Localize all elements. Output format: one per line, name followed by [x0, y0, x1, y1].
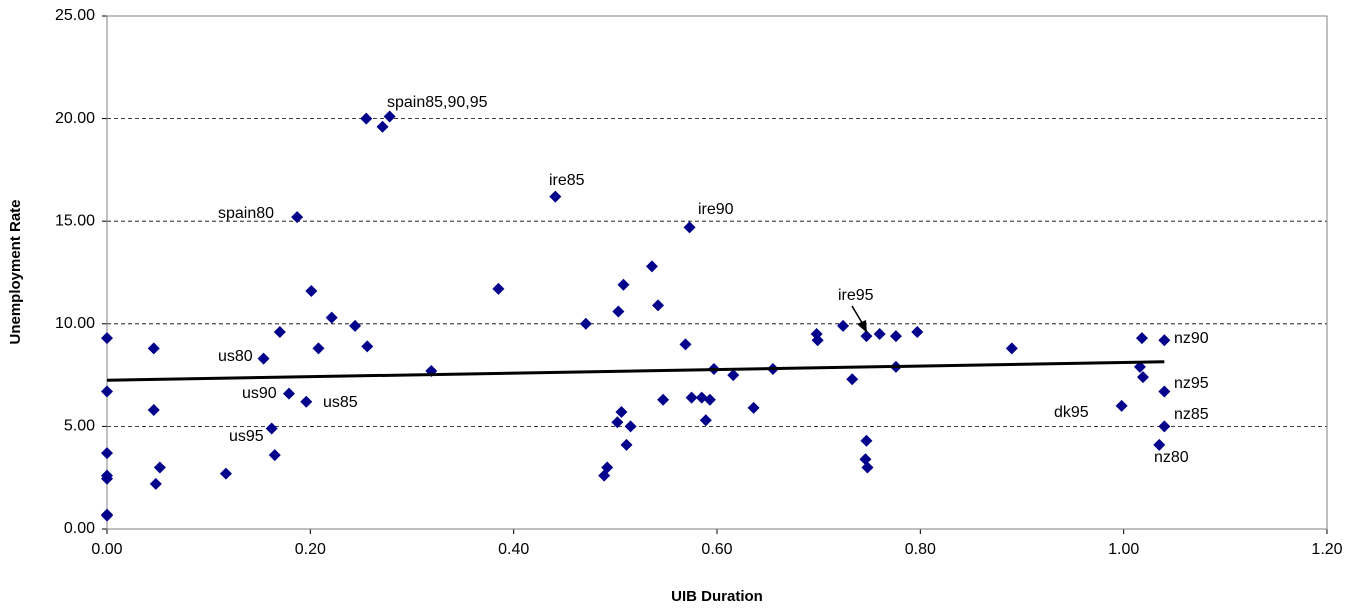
point	[268, 449, 281, 462]
point	[860, 434, 873, 447]
point	[601, 461, 614, 474]
point	[147, 403, 160, 416]
x-tick-label: 0.40	[498, 541, 529, 558]
point	[889, 330, 902, 343]
point	[837, 319, 850, 332]
annotation: spain80	[218, 205, 274, 222]
point	[811, 334, 824, 347]
point	[492, 282, 505, 295]
point	[846, 373, 859, 386]
point	[383, 110, 396, 123]
x-tick-label: 0.60	[701, 541, 732, 558]
point	[1135, 332, 1148, 345]
point	[325, 311, 338, 324]
y-tick-label: 5.00	[64, 418, 95, 435]
y-tick-label: 25.00	[55, 7, 95, 24]
point	[679, 338, 692, 351]
x-tick-label: 0.20	[295, 541, 326, 558]
point	[147, 342, 160, 355]
point	[361, 340, 374, 353]
plot-border	[106, 15, 1328, 530]
annotation: us95	[229, 428, 264, 445]
point	[699, 414, 712, 427]
annotation: nz90	[1174, 330, 1209, 347]
annotation: ire90	[698, 201, 734, 218]
annotation: nz95	[1174, 375, 1209, 392]
point	[620, 438, 633, 451]
point	[859, 453, 872, 466]
point	[611, 416, 624, 429]
annotation: spain85,90,95	[387, 94, 488, 111]
point	[219, 467, 232, 480]
point	[873, 328, 886, 341]
x-tick-label: 0.00	[91, 541, 122, 558]
point	[153, 461, 166, 474]
y-axis-title: Unemployment Rate	[7, 199, 24, 344]
point	[101, 472, 113, 485]
point	[1158, 334, 1171, 347]
point	[645, 260, 658, 273]
point	[657, 393, 670, 406]
point	[615, 406, 628, 419]
point	[300, 395, 313, 408]
point	[1005, 342, 1018, 355]
point	[312, 342, 325, 355]
point	[579, 317, 592, 330]
y-tick-label: 0.00	[64, 520, 95, 537]
point	[149, 477, 162, 490]
point	[1115, 399, 1128, 412]
annotation: us80	[218, 348, 253, 365]
point	[101, 332, 113, 345]
annotation: ire95	[838, 287, 874, 304]
point	[291, 211, 304, 224]
annotation: dk95	[1054, 404, 1089, 421]
point	[265, 422, 278, 435]
point	[349, 319, 362, 332]
annotation: nz80	[1154, 449, 1189, 466]
trend-line	[106, 360, 1165, 382]
point	[861, 461, 874, 474]
point	[257, 352, 270, 365]
point	[1158, 420, 1171, 433]
x-axis-title: UIB Duration	[671, 588, 763, 605]
point	[376, 120, 389, 133]
point	[617, 278, 630, 291]
x-tick-label: 1.20	[1311, 541, 1342, 558]
x-tick-label: 0.80	[905, 541, 936, 558]
point	[703, 393, 716, 406]
point	[101, 385, 113, 398]
point	[1153, 438, 1166, 451]
point	[360, 112, 373, 125]
point	[685, 391, 698, 404]
annotation: us90	[242, 385, 277, 402]
point	[624, 420, 637, 433]
annotation: us85	[323, 394, 358, 411]
point	[652, 299, 665, 312]
point	[683, 221, 696, 234]
annotation: nz85	[1174, 406, 1209, 423]
point	[273, 326, 286, 339]
point	[860, 330, 873, 343]
y-tick-label: 10.00	[55, 315, 95, 332]
point	[101, 509, 113, 522]
point	[695, 391, 708, 404]
point	[101, 447, 113, 460]
point	[612, 305, 625, 318]
point	[727, 369, 740, 382]
point	[1158, 385, 1171, 398]
point	[549, 190, 562, 203]
y-tick-label: 15.00	[55, 212, 95, 229]
point	[1136, 371, 1149, 384]
x-tick-label: 1.00	[1108, 541, 1139, 558]
y-tick-label: 20.00	[55, 110, 95, 127]
annotation: ire85	[549, 172, 585, 189]
point	[911, 326, 924, 339]
annotation-arrowhead	[857, 320, 867, 333]
point	[1133, 360, 1146, 373]
point	[305, 284, 318, 297]
point	[282, 387, 295, 400]
point	[747, 401, 760, 414]
